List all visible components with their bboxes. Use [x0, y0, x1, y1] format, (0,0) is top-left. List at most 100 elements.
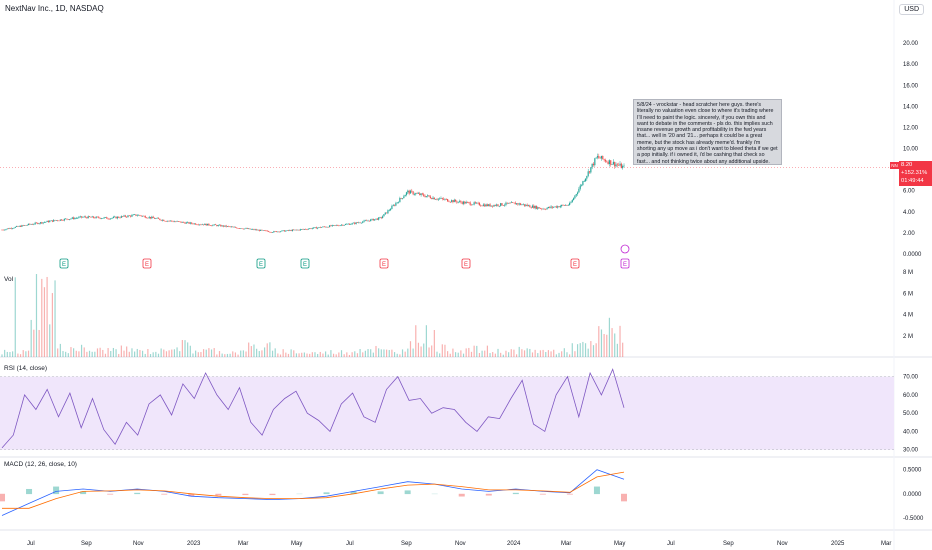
- volume-bar: [224, 354, 226, 357]
- volume-bar: [306, 353, 308, 357]
- candle-body: [118, 216, 120, 218]
- volume-bar: [94, 351, 96, 357]
- candle-body: [57, 220, 59, 221]
- volume-bar: [598, 326, 600, 357]
- volume-bar: [237, 354, 239, 357]
- candle-body: [74, 218, 76, 220]
- candle-body: [482, 204, 485, 206]
- rsi-axis-tick: 50.00: [903, 411, 919, 417]
- candle-body: [366, 220, 368, 222]
- candle-body: [409, 190, 412, 194]
- candle-body: [249, 228, 251, 230]
- volume-bar: [537, 353, 539, 357]
- macd-histogram-bar: [269, 493, 276, 496]
- candle-body: [141, 215, 144, 217]
- candle-body: [408, 190, 410, 194]
- volume-bar: [534, 349, 536, 357]
- candle-body: [1, 229, 3, 231]
- volume-bar: [343, 354, 345, 357]
- candle-body: [151, 216, 153, 219]
- candle-body: [222, 225, 225, 227]
- volume-bar: [449, 353, 451, 357]
- candle-body: [244, 228, 246, 230]
- candle-body: [67, 219, 69, 220]
- candle-body: [573, 198, 575, 200]
- volume-bar: [401, 349, 404, 357]
- macd-pane-label: MACD (12, 26, close, 10): [4, 461, 77, 468]
- volume-bar: [30, 319, 32, 357]
- volume-bar: [584, 343, 587, 357]
- candle-body: [347, 223, 349, 225]
- candle-body: [330, 225, 332, 227]
- price-axis-tick: 10.00: [903, 147, 919, 153]
- currency-button[interactable]: USD: [899, 4, 924, 15]
- candle-body: [464, 201, 466, 204]
- candle-body: [135, 214, 137, 216]
- volume-bar: [70, 347, 72, 357]
- candle-body: [164, 220, 166, 222]
- candle-body: [37, 222, 39, 224]
- candle-body: [261, 229, 263, 231]
- macd-axis-tick: 0.0000: [903, 492, 922, 498]
- earnings-marker: [300, 258, 310, 269]
- macd-axis-tick: 0.5000: [903, 468, 922, 474]
- volume-bar: [417, 342, 420, 357]
- macd-histogram-bar: [26, 488, 33, 495]
- candle-body: [338, 225, 340, 227]
- volume-bar: [218, 351, 221, 357]
- candle-body: [335, 225, 337, 226]
- x-axis-tick: 2025: [831, 541, 845, 547]
- candle-body: [356, 222, 359, 223]
- candle-body: [17, 226, 19, 227]
- candle-body: [490, 205, 492, 207]
- volume-bar: [54, 280, 56, 357]
- candle-body: [269, 231, 271, 233]
- volume-bar: [444, 344, 446, 357]
- candle-body: [153, 217, 156, 219]
- candle-body: [315, 227, 317, 229]
- rsi-axis-tick: 40.00: [903, 429, 919, 435]
- candle-body: [379, 217, 381, 218]
- candle-body: [450, 200, 453, 202]
- candle-body: [525, 204, 527, 206]
- candle-body: [201, 224, 203, 226]
- candle-body: [71, 217, 73, 219]
- x-axis-tick: Nov: [777, 541, 788, 547]
- candle-body: [6, 228, 8, 230]
- macd-axis-tick: -0.5000: [903, 516, 924, 522]
- volume-bar: [245, 351, 247, 357]
- symbol-tag: NN: [890, 162, 899, 169]
- candle-body: [252, 229, 254, 230]
- candle-body: [476, 202, 478, 204]
- candle-body: [445, 199, 447, 200]
- volume-bar: [465, 348, 467, 357]
- volume-bar: [436, 351, 438, 357]
- candle-body: [576, 192, 579, 195]
- candle-body: [598, 156, 600, 158]
- volume-bar: [240, 350, 242, 357]
- earnings-marker: [379, 258, 389, 269]
- candle-body: [550, 206, 552, 208]
- candle-body: [571, 199, 573, 203]
- volume-bar: [391, 349, 393, 357]
- candle-body: [175, 221, 177, 223]
- volume-bar: [558, 352, 560, 357]
- candle-body: [469, 202, 471, 205]
- candle-body: [374, 219, 376, 221]
- candle-body: [578, 188, 580, 193]
- macd-histogram-bar: [512, 492, 519, 495]
- volume-bar: [104, 353, 107, 357]
- volume-bar: [364, 350, 366, 357]
- volume-bar: [425, 325, 427, 357]
- candle-body: [492, 205, 494, 207]
- candle-body: [128, 215, 130, 217]
- volume-bar: [266, 343, 268, 357]
- candle-body: [537, 207, 539, 209]
- candle-body: [340, 224, 343, 226]
- volume-bar: [539, 350, 542, 357]
- candle-body: [12, 228, 14, 229]
- volume-bar: [404, 351, 406, 357]
- candle-body: [116, 216, 118, 219]
- volume-bar: [330, 350, 332, 357]
